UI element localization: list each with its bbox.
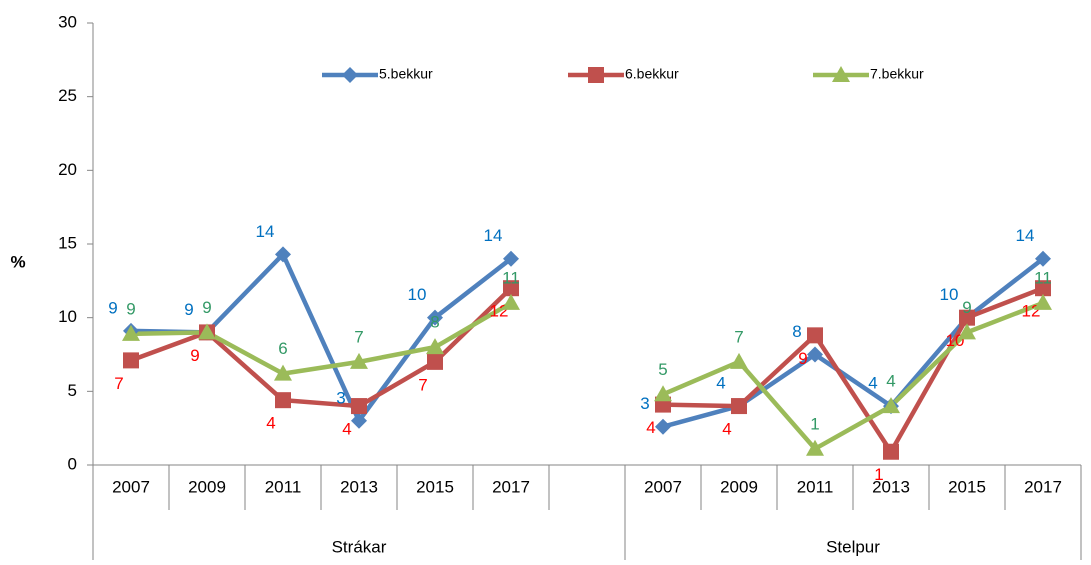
- data-point: [123, 352, 139, 369]
- data-label: 8: [430, 313, 439, 332]
- data-label: 1: [874, 465, 883, 484]
- data-point: [730, 352, 748, 369]
- y-axis-label: %: [10, 252, 25, 271]
- data-point: [655, 418, 671, 435]
- data-label: 4: [886, 372, 895, 391]
- legend-label: 5.bekkur: [379, 66, 433, 82]
- data-point: [351, 398, 367, 415]
- x-tick-label: 2015: [948, 477, 986, 496]
- data-label: 4: [646, 418, 655, 437]
- x-tick-label: 2009: [720, 477, 758, 496]
- data-label: 10: [946, 331, 965, 350]
- data-point: [654, 385, 672, 402]
- data-point: [806, 439, 824, 456]
- legend-marker: [342, 67, 358, 83]
- data-point: [275, 392, 291, 409]
- data-label: 3: [640, 394, 649, 413]
- data-label: 7: [114, 374, 123, 393]
- legend-label: 6.bekkur: [625, 66, 679, 82]
- data-label: 5: [658, 360, 667, 379]
- x-tick-label: 2007: [644, 477, 682, 496]
- data-point: [807, 346, 823, 363]
- data-label: 14: [1016, 226, 1035, 245]
- data-label: 9: [184, 300, 193, 319]
- data-point: [426, 338, 444, 355]
- data-point: [502, 293, 520, 310]
- series-line: [130, 300, 1044, 452]
- data-label: 14: [484, 226, 503, 245]
- x-tick-label: 2013: [340, 477, 378, 496]
- x-tick-label: 2011: [797, 477, 834, 496]
- data-label: 9: [962, 298, 971, 317]
- data-label: 11: [1034, 268, 1052, 287]
- series-line: [130, 286, 1044, 454]
- data-point: [427, 309, 443, 326]
- data-point: [122, 324, 140, 341]
- x-tick-label: 2015: [416, 477, 454, 496]
- data-point: [503, 250, 519, 267]
- x-tick-label: 2009: [188, 477, 226, 496]
- y-tick-label: 30: [58, 12, 77, 31]
- data-label: 12: [490, 302, 509, 321]
- data-point: [959, 309, 975, 326]
- legend-marker: [832, 66, 850, 82]
- data-label: 4: [716, 374, 725, 393]
- x-tick-label: 2011: [265, 477, 302, 496]
- data-point: [882, 397, 900, 414]
- data-label: 12: [1022, 302, 1041, 321]
- data-label: 14: [256, 222, 275, 241]
- x-tick-label: 2013: [872, 477, 910, 496]
- y-tick-label: 10: [58, 307, 77, 326]
- data-point: [1035, 250, 1051, 267]
- data-label: 7: [354, 327, 363, 346]
- data-label: 4: [868, 374, 877, 393]
- x-tick-label: 2007: [112, 477, 150, 496]
- data-point: [807, 327, 823, 344]
- data-point: [731, 398, 747, 415]
- data-label: 9: [190, 346, 199, 365]
- data-label: 9: [202, 298, 211, 317]
- data-label: 4: [266, 414, 275, 433]
- data-point: [883, 443, 899, 460]
- y-tick-label: 15: [58, 233, 77, 252]
- data-point: [351, 412, 367, 429]
- data-label: 7: [734, 327, 743, 346]
- data-label: 1: [810, 414, 819, 433]
- y-tick-label: 20: [58, 160, 77, 179]
- data-point: [1035, 280, 1051, 297]
- legend-marker: [588, 67, 604, 83]
- data-label: 9: [798, 349, 807, 368]
- y-tick-label: 5: [68, 381, 77, 400]
- legend-label: 7.bekkur: [870, 66, 924, 82]
- data-point: [503, 280, 519, 297]
- data-point: [427, 353, 443, 370]
- data-label: 9: [126, 299, 135, 318]
- data-label: 10: [940, 285, 959, 304]
- data-label: 7: [418, 375, 427, 394]
- data-point: [1034, 293, 1052, 310]
- data-point: [198, 323, 216, 340]
- data-label: 3: [336, 388, 345, 407]
- data-point: [350, 352, 368, 369]
- group-label: Strákar: [332, 537, 387, 556]
- data-label: 6: [278, 339, 287, 358]
- y-tick-label: 25: [58, 86, 77, 105]
- series-line: [130, 252, 1045, 429]
- data-point: [958, 323, 976, 340]
- data-point: [274, 364, 292, 381]
- data-label: 8: [792, 322, 801, 341]
- data-point: [275, 246, 291, 263]
- x-tick-label: 2017: [492, 477, 530, 496]
- data-label: 4: [342, 420, 351, 439]
- y-tick-label: 0: [68, 454, 77, 473]
- data-label: 11: [502, 268, 520, 287]
- data-label: 4: [722, 420, 731, 439]
- x-tick-label: 2017: [1024, 477, 1062, 496]
- data-label: 10: [408, 285, 427, 304]
- data-label: 9: [108, 298, 117, 317]
- group-label: Stelpur: [826, 537, 880, 556]
